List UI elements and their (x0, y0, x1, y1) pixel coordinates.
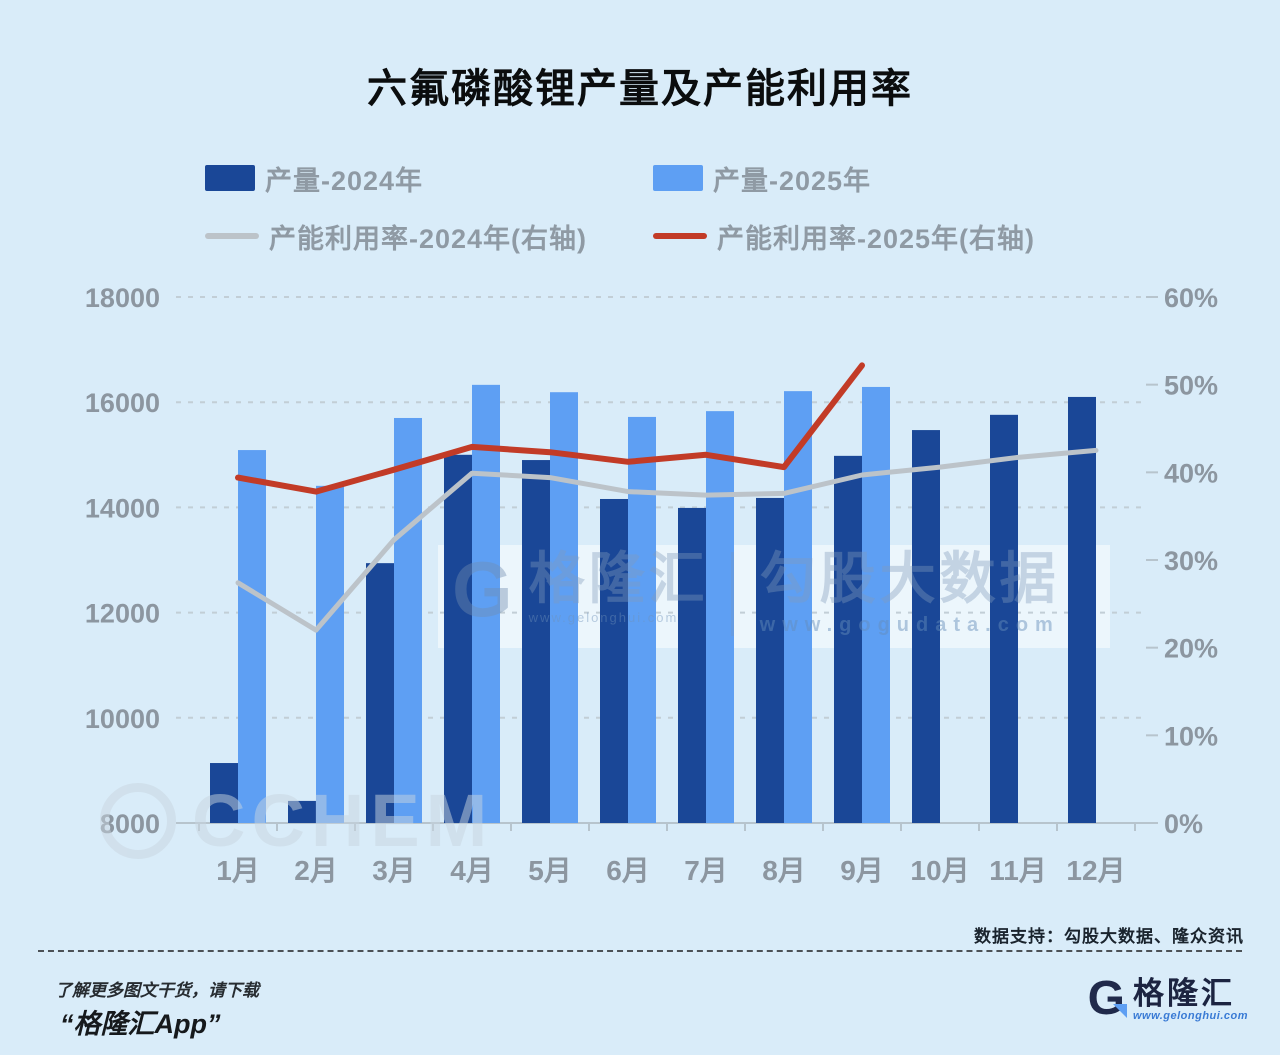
legend-item-utilization-2025: 产能利用率-2025年(右轴) (653, 220, 1035, 254)
right-axis-label-30: 30% (1164, 546, 1218, 576)
gelonghui-g-watermark-icon: G (452, 545, 513, 633)
legend-label-utilization-2025: 产能利用率-2025年(右轴) (717, 223, 1036, 254)
watermark-center: G 格隆汇 www.gelonghui.com 勾股大数据 www.goguda… (452, 550, 1112, 637)
x-axis-label-10: 10月 (910, 855, 969, 886)
legend-item-utilization-2024: 产能利用率-2024年(右轴) (205, 220, 653, 254)
chart-legend: 产量-2024年 产量-2025年 产能利用率-2024年(右轴) 产能利用率-… (205, 162, 1035, 254)
legend-label-production-2024: 产量-2024年 (265, 165, 424, 196)
right-axis-label-50: 50% (1164, 371, 1218, 401)
watermark-corner-text: CCHEM (192, 779, 494, 862)
right-axis-label-20: 20% (1164, 634, 1218, 664)
dashed-separator (38, 950, 1242, 952)
right-axis-label-10: 10% (1164, 721, 1218, 751)
legend-swatch-line-2025 (653, 233, 707, 239)
left-axis-label-18000: 18000 (85, 283, 160, 313)
x-axis-label-11: 11月 (989, 855, 1047, 886)
line-utilization-2025 (235, 362, 865, 495)
legend-label-production-2025: 产量-2025年 (713, 165, 872, 196)
footer-brand-name: 格隆汇 (1132, 976, 1235, 1011)
data-source-note: 数据支持：勾股大数据、隆众资讯 (974, 927, 1244, 946)
legend-swatch-bar-2025 (653, 165, 703, 191)
legend-swatch-bar-2024 (205, 165, 255, 191)
left-axis-label-14000: 14000 (85, 493, 160, 523)
watermark-divider (730, 552, 734, 636)
watermark-brand-text: 格隆汇 (528, 547, 709, 610)
legend-label-utilization-2024: 产能利用率-2024年(右轴) (269, 223, 588, 254)
left-axis-label-10000: 10000 (85, 704, 160, 734)
logo-triangle-icon (1112, 1004, 1127, 1018)
bar-2025-m1 (238, 450, 266, 823)
footer-brand-url: www.gelonghui.com (1132, 1010, 1248, 1022)
watermark-brand-url: www.gelonghui.com (528, 610, 679, 625)
x-axis-label-5: 5月 (528, 855, 572, 886)
chart-title: 六氟磷酸锂产量及产能利用率 (367, 67, 913, 111)
cchem-ring-icon (100, 782, 176, 859)
legend-swatch-line-2024 (205, 233, 259, 239)
right-axis-label-60: 60% (1164, 283, 1218, 313)
legend-item-production-2025: 产量-2025年 (653, 162, 1035, 196)
footer-app-name: “格隆汇App” (60, 1009, 221, 1039)
bar-2025-m2 (316, 485, 344, 823)
gelonghui-g-icon: G (1087, 972, 1127, 1025)
x-axis-label-12: 12月 (1066, 855, 1125, 886)
x-axis-label-6: 6月 (606, 855, 650, 886)
right-axis-label-40: 40% (1164, 458, 1218, 488)
left-axis-label-12000: 12000 (85, 599, 160, 629)
gelonghui-logo: G 格隆汇 www.gelonghui.com (1087, 972, 1248, 1025)
footer-promo-text: 了解更多图文干货，请下载 (55, 981, 259, 1000)
watermark-corner: CCHEM (100, 778, 493, 863)
x-axis-label-7: 7月 (684, 855, 728, 886)
bar-2025-m3 (394, 417, 422, 823)
x-axis-label-9: 9月 (840, 855, 884, 886)
right-axis-label-0: 0% (1164, 809, 1203, 839)
legend-item-production-2024: 产量-2024年 (205, 162, 653, 196)
left-axis-label-16000: 16000 (85, 388, 160, 418)
x-axis-label-8: 8月 (762, 855, 806, 886)
watermark-data-url: www.gogudata.com (759, 614, 1060, 636)
watermark-data-brand-text: 勾股大数据 (759, 547, 1060, 610)
